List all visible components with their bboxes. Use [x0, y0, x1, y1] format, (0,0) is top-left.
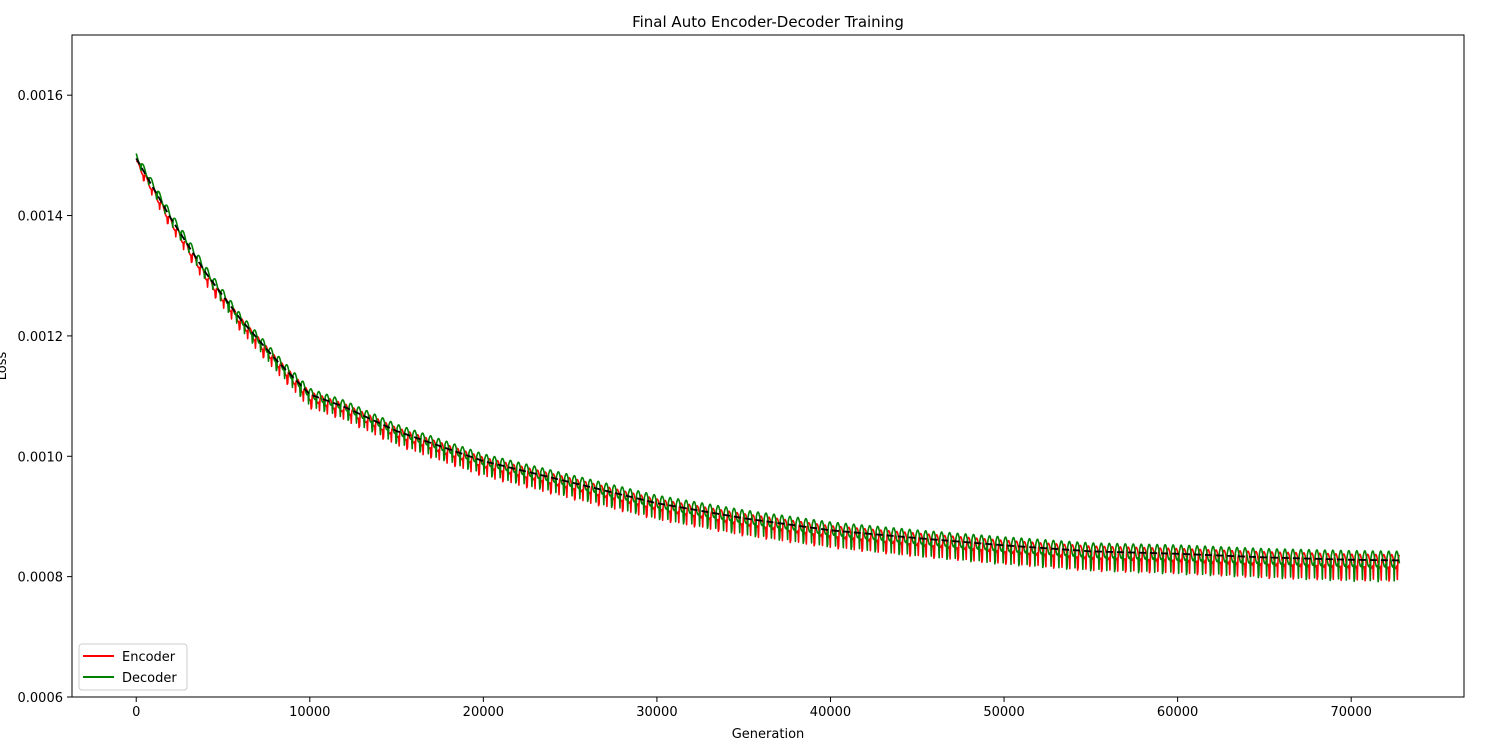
x-axis-label: Generation	[732, 727, 805, 742]
legend-encoder-label: Encoder	[122, 650, 176, 665]
x-tick-label: 0	[132, 705, 140, 720]
plot-frame	[71, 34, 1465, 698]
y-tick-label: 0.0014	[18, 210, 64, 225]
x-tick-label: 60000	[1157, 705, 1198, 720]
series-line-trend	[135, 157, 1400, 562]
y-axis: 0.0006 0.0008 0.0010 0.0012 0.0014 0.0016	[18, 89, 72, 706]
x-tick-label: 40000	[810, 705, 851, 720]
y-tick-label: 0.0010	[18, 450, 64, 465]
legend: Encoder Decoder	[78, 643, 188, 691]
y-axis-label: Loss	[0, 352, 10, 381]
x-tick-label: 30000	[636, 705, 677, 720]
x-tick-label: 20000	[463, 705, 504, 720]
chart-title: Final Auto Encoder-Decoder Training	[632, 13, 904, 31]
x-tick-label: 10000	[289, 705, 330, 720]
x-tick-label: 50000	[983, 705, 1024, 720]
y-tick-label: 0.0016	[18, 89, 64, 104]
y-tick-label: 0.0006	[18, 691, 64, 706]
x-axis: 0 10000 20000 30000 40000 50000 60000 70000	[132, 697, 1372, 720]
series-layer	[135, 153, 1401, 583]
x-tick-label: 70000	[1331, 705, 1372, 720]
y-tick-label: 0.0008	[18, 571, 64, 586]
y-tick-label: 0.0012	[18, 330, 64, 345]
plot-area	[71, 34, 1465, 698]
series-line-decoder	[135, 153, 1401, 583]
legend-decoder-label: Decoder	[122, 671, 177, 686]
